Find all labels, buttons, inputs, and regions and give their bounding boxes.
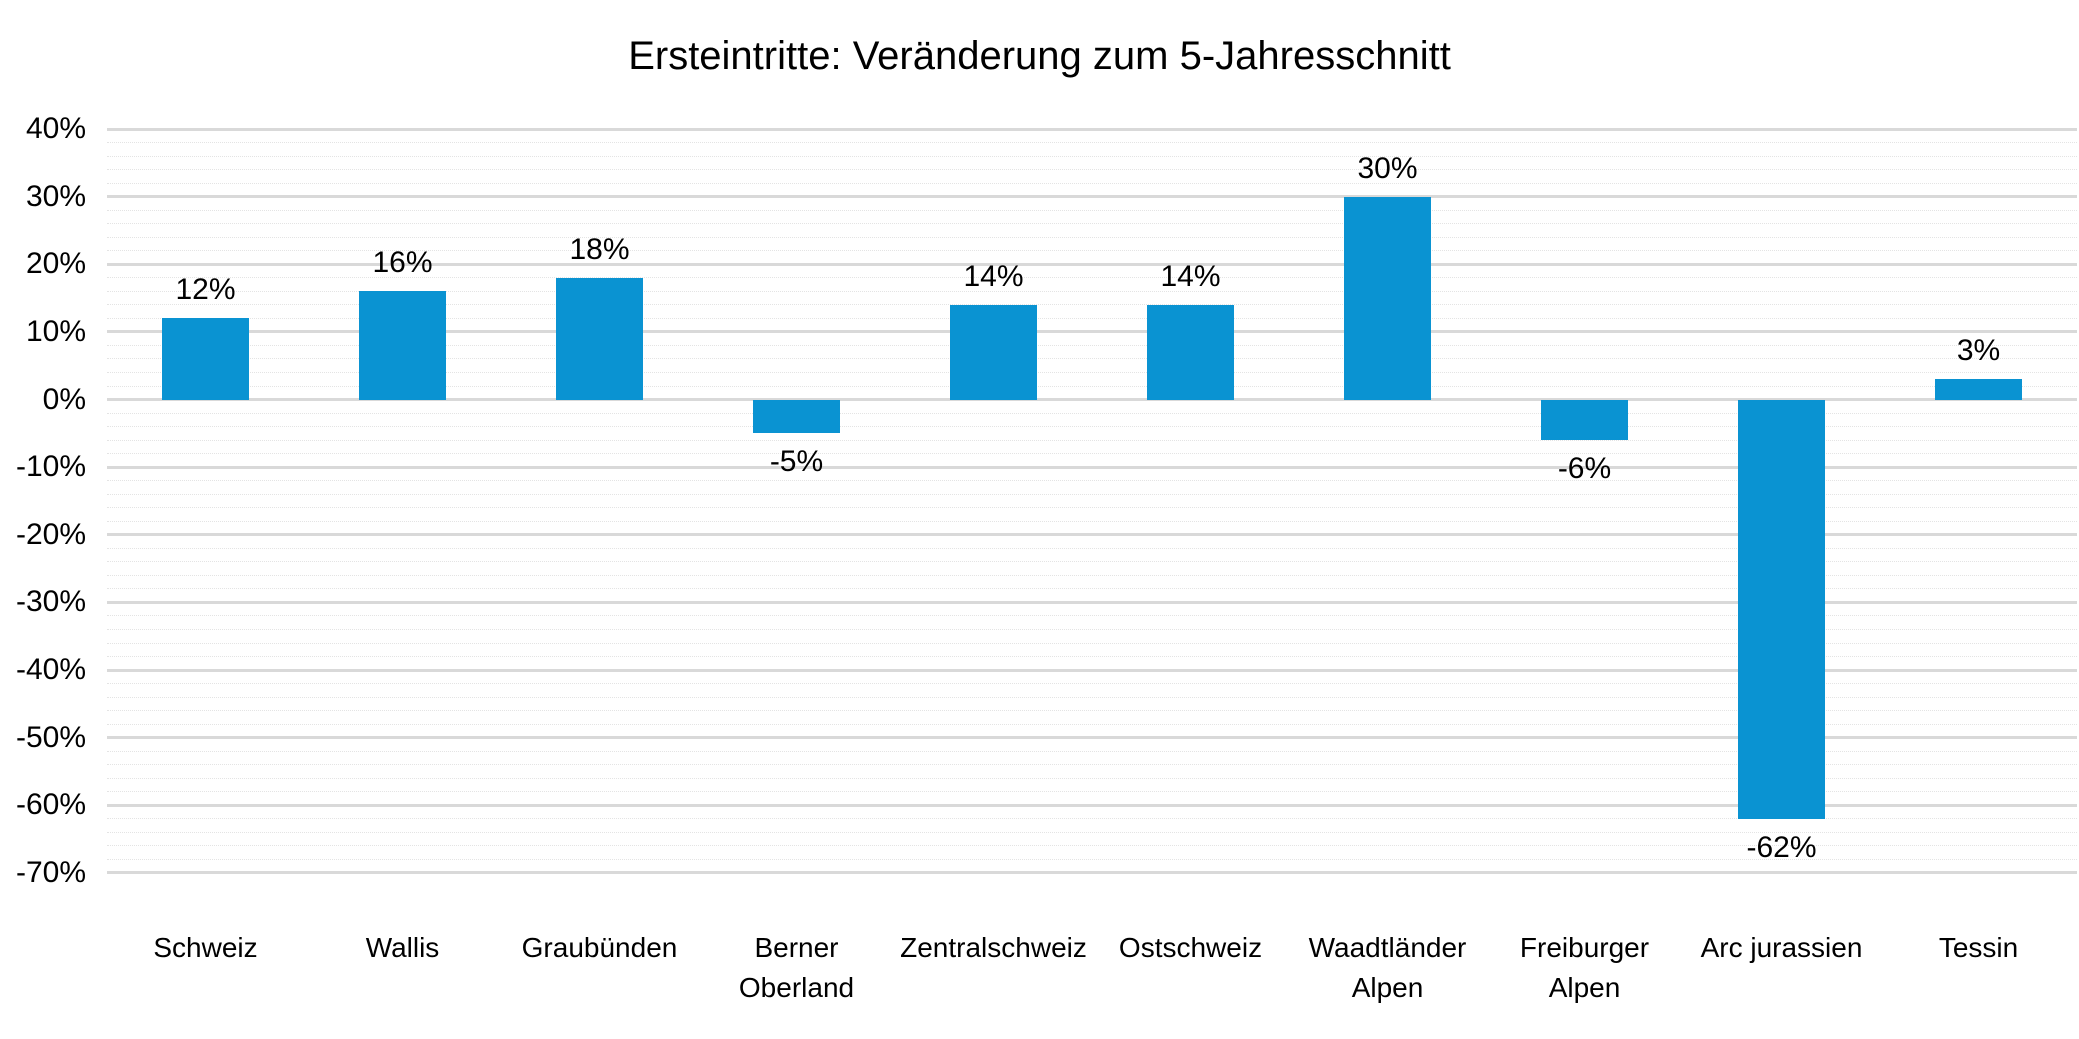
bar-value-label: 30% (1357, 151, 1418, 185)
minor-gridline (107, 223, 2077, 225)
chart-title: Ersteintritte: Veränderung zum 5-Jahress… (628, 34, 1451, 78)
major-gridline (107, 871, 2077, 875)
bar (359, 291, 446, 400)
y-axis-tick-label: 40% (25, 112, 86, 145)
minor-gridline (107, 169, 2077, 171)
y-axis-tick-label: -50% (15, 720, 86, 754)
major-gridline (107, 127, 2077, 131)
y-axis-tick-label: -10% (15, 450, 86, 484)
y-axis-tick-label: -70% (15, 855, 86, 889)
category-label: Ostschweiz (1118, 932, 1263, 963)
category-label: Schweiz (153, 932, 258, 963)
y-axis-tick-label: -20% (15, 517, 86, 551)
category-label: Arc jurassien (1700, 932, 1863, 963)
category-label: Berner Oberland (738, 932, 855, 1003)
category-label: Tessin (1938, 932, 2019, 963)
bar-value-label: 14% (963, 259, 1024, 293)
bar-value-label: 16% (372, 246, 433, 280)
bar (753, 399, 840, 434)
bar (556, 277, 643, 400)
bar (1738, 399, 1825, 819)
y-axis-tick-label: -30% (15, 585, 86, 619)
y-axis-tick-label: 20% (25, 247, 86, 281)
minor-gridline (107, 236, 2077, 238)
y-axis-tick-label: 30% (25, 179, 86, 213)
y-axis-tick-label: -60% (15, 788, 86, 822)
bar (162, 318, 249, 400)
category-label: Zentralschweiz (900, 932, 1087, 963)
minor-gridline (107, 155, 2077, 157)
y-axis-tick-label: -40% (15, 653, 86, 687)
bar-value-label: -62% (1746, 830, 1817, 864)
category-label: Waadtländer Alpen (1308, 932, 1467, 1003)
category-label: Wallis (365, 932, 440, 963)
bar (1147, 304, 1234, 400)
minor-gridline (107, 209, 2077, 211)
minor-gridline (107, 182, 2077, 184)
major-gridline (107, 195, 2077, 199)
bar-value-label: 12% (175, 273, 236, 307)
minor-gridline (107, 142, 2077, 144)
category-label: Freiburger Alpen (1519, 932, 1650, 1003)
bar (1541, 399, 1628, 441)
bar (1344, 196, 1431, 400)
bar-value-label: 18% (569, 232, 630, 266)
bar-value-label: 3% (1956, 334, 2001, 368)
y-axis-tick-label: 0% (42, 382, 86, 416)
bar-value-label: -6% (1557, 452, 1612, 486)
bar-value-label: 14% (1160, 259, 1221, 293)
category-label: Graubünden (521, 932, 678, 963)
bar (950, 304, 1037, 400)
bar (1935, 379, 2022, 400)
y-axis-tick-label: 10% (25, 314, 86, 348)
bar-value-label: -5% (769, 445, 824, 479)
